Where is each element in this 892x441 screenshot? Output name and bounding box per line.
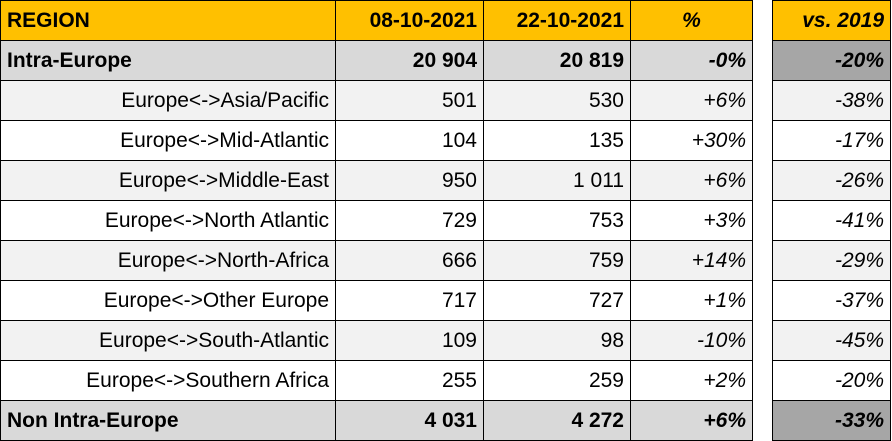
region: REGION (0, 0, 336, 41)
value-2021-10-08: 109 (335, 320, 484, 361)
value-2021-10-08: 08-10-2021 (335, 0, 484, 41)
region: Europe<->Mid-Atlantic (0, 120, 336, 161)
value-2021-10-22: 759 (483, 240, 631, 281)
value-2021-10-08: 501 (335, 80, 484, 121)
change-percent: +30% (630, 120, 753, 161)
vs-2019: -20% (772, 40, 891, 81)
change-percent: +6% (630, 400, 753, 441)
region: Intra-Europe (0, 40, 336, 81)
vs-2019: -20% (772, 360, 891, 401)
change-percent: % (630, 0, 753, 41)
vs-2019: -37% (772, 280, 891, 321)
value-2021-10-22: 727 (483, 280, 631, 321)
vs-2019: -29% (772, 240, 891, 281)
vs-2019: -26% (772, 160, 891, 201)
change-percent: +6% (630, 80, 753, 121)
region: Europe<->South-Atlantic (0, 320, 336, 361)
change-percent: +6% (630, 160, 753, 201)
region: Non Intra-Europe (0, 400, 336, 441)
change-percent: +2% (630, 360, 753, 401)
region: Europe<->Asia/Pacific (0, 80, 336, 121)
region: Europe<->North Atlantic (0, 200, 336, 241)
value-2021-10-08: 104 (335, 120, 484, 161)
value-2021-10-08: 729 (335, 200, 484, 241)
value-2021-10-08: 950 (335, 160, 484, 201)
change-percent: +1% (630, 280, 753, 321)
vs-2019: -41% (772, 200, 891, 241)
region: Europe<->Other Europe (0, 280, 336, 321)
region: Europe<->Southern Africa (0, 360, 336, 401)
change-percent: +14% (630, 240, 753, 281)
value-2021-10-22: 20 819 (483, 40, 631, 81)
value-2021-10-22: 4 272 (483, 400, 631, 441)
value-2021-10-22: 530 (483, 80, 631, 121)
vs-2019: -38% (772, 80, 891, 121)
change-percent: +3% (630, 200, 753, 241)
value-2021-10-22: 98 (483, 320, 631, 361)
vs-2019: -17% (772, 120, 891, 161)
vs-2019: -33% (772, 400, 891, 441)
value-2021-10-22: 259 (483, 360, 631, 401)
value-2021-10-08: 255 (335, 360, 484, 401)
vs-2019: vs. 2019 (772, 0, 891, 41)
value-2021-10-22: 753 (483, 200, 631, 241)
value-2021-10-08: 717 (335, 280, 484, 321)
region: Europe<->North-Africa (0, 240, 336, 281)
value-2021-10-22: 1 011 (483, 160, 631, 201)
vs-2019: -45% (772, 320, 891, 361)
value-2021-10-08: 4 031 (335, 400, 484, 441)
value-2021-10-22: 135 (483, 120, 631, 161)
value-2021-10-08: 666 (335, 240, 484, 281)
value-2021-10-22: 22-10-2021 (483, 0, 631, 41)
value-2021-10-08: 20 904 (335, 40, 484, 81)
region: Europe<->Middle-East (0, 160, 336, 201)
change-percent: -0% (630, 40, 753, 81)
change-percent: -10% (630, 320, 753, 361)
